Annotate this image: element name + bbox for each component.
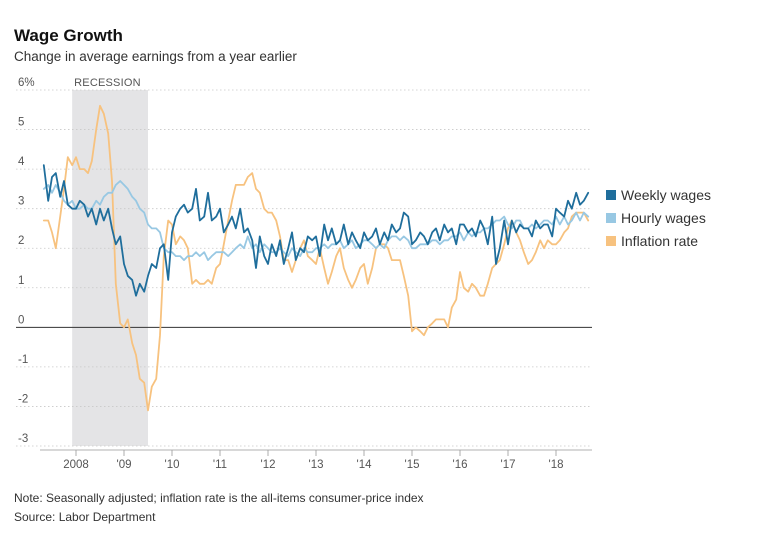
legend-swatch-inflation-rate bbox=[606, 236, 616, 246]
x-tick-label: 2008 bbox=[63, 459, 89, 471]
legend-swatch-hourly-wages bbox=[606, 213, 616, 223]
y-tick-label: 5 bbox=[18, 117, 24, 129]
series-line-hourly-wages bbox=[42, 180, 590, 262]
legend-label-hourly-wages: Hourly wages bbox=[621, 210, 706, 226]
x-tick-label: '09 bbox=[117, 459, 132, 471]
x-tick-label: '14 bbox=[357, 459, 373, 471]
source-line: Source: Labor Department bbox=[14, 510, 156, 524]
legend-label-inflation-rate: Inflation rate bbox=[621, 233, 698, 249]
series-line-weekly-wages bbox=[42, 164, 590, 297]
chart-title: Wage Growth bbox=[14, 26, 123, 45]
x-tick-label: '15 bbox=[405, 459, 420, 471]
y-tick-label: -1 bbox=[18, 354, 28, 366]
y-tick-label: -2 bbox=[18, 393, 28, 405]
x-tick-label: '17 bbox=[501, 459, 516, 471]
x-tick-label: '12 bbox=[261, 459, 276, 471]
x-tick-label: '18 bbox=[549, 459, 564, 471]
x-tick-label: '13 bbox=[309, 459, 324, 471]
recession-band bbox=[72, 90, 148, 446]
series-line-inflation-rate bbox=[42, 104, 590, 412]
y-tick-label: 0 bbox=[18, 314, 24, 326]
y-tick-label: 1 bbox=[18, 275, 24, 287]
x-tick-label: '16 bbox=[453, 459, 468, 471]
chart-subtitle: Change in average earnings from a year e… bbox=[14, 49, 297, 64]
x-axis: 2008 '09 '10 '11 '12 '13 '14 '15 '16 '17 '18 bbox=[40, 449, 592, 471]
legend-label-weekly-wages: Weekly wages bbox=[621, 187, 711, 203]
recession-band-group: RECESSION bbox=[72, 77, 148, 446]
y-tick-label: 2 bbox=[18, 235, 24, 247]
y-tick-label: -3 bbox=[18, 433, 28, 445]
y-tick-label: 4 bbox=[18, 156, 25, 168]
legend-swatch-weekly-wages bbox=[606, 190, 616, 200]
gridlines bbox=[16, 89, 592, 447]
y-tick-label: 3 bbox=[18, 196, 24, 208]
y-tick-label: 6% bbox=[18, 77, 35, 89]
y-axis-tick-labels: 6% 5 4 3 2 1 0 -1 -2 -3 bbox=[18, 77, 35, 445]
footnote: Note: Seasonally adjusted; inflation rat… bbox=[14, 491, 424, 505]
recession-label: RECESSION bbox=[74, 77, 141, 89]
x-tick-label: '11 bbox=[213, 459, 227, 471]
x-tick-label: '10 bbox=[165, 459, 180, 471]
legend: Weekly wages Hourly wages Inflation rate bbox=[606, 187, 711, 249]
series-lines bbox=[42, 104, 590, 412]
